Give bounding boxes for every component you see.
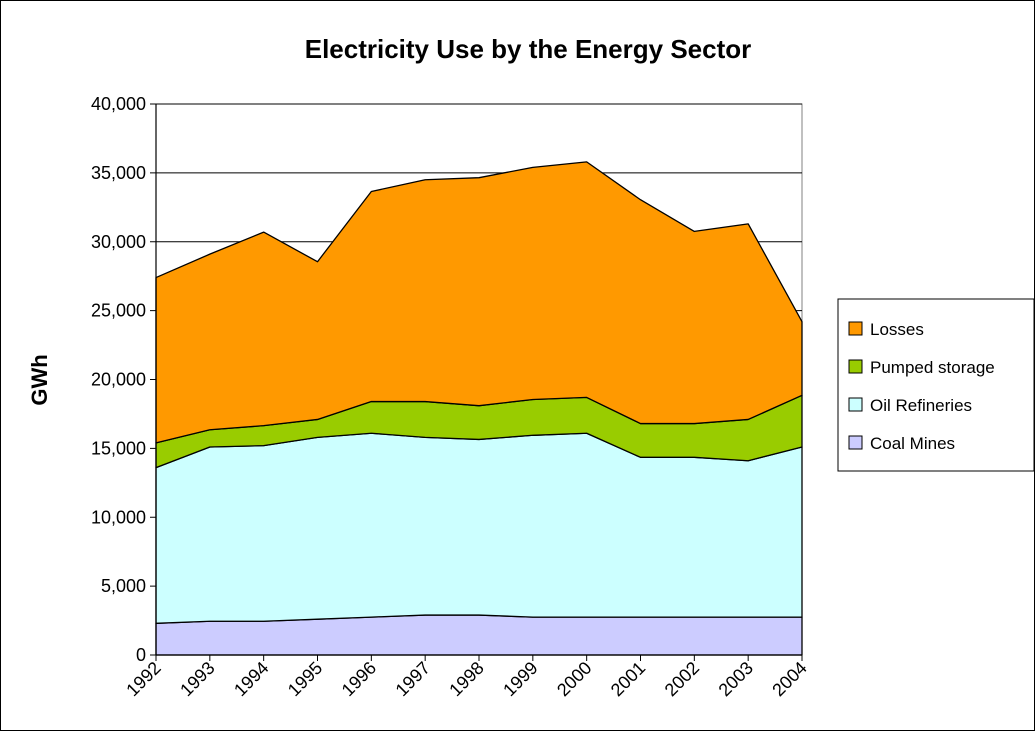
- y-axis-label: GWh: [27, 354, 52, 405]
- x-tick-label: 1993: [176, 658, 218, 700]
- y-tick-label: 0: [136, 645, 146, 665]
- x-tick-label: 1992: [122, 658, 164, 700]
- x-tick-label: 1997: [392, 658, 434, 700]
- y-tick-label: 5,000: [101, 576, 146, 596]
- legend-box: [837, 298, 1035, 472]
- x-tick-label: 2000: [553, 658, 595, 700]
- x-tick-label: 1999: [499, 658, 541, 700]
- legend-label: Coal Mines: [870, 434, 955, 453]
- legend-swatch: [848, 397, 863, 412]
- legend-label: Oil Refineries: [870, 396, 972, 415]
- y-tick-label: 20,000: [91, 370, 146, 390]
- legend-swatch: [848, 321, 863, 336]
- legend-swatch: [848, 359, 863, 374]
- y-tick-label: 10,000: [91, 507, 146, 527]
- area-series-losses: [155, 161, 803, 444]
- x-tick-label: 1998: [445, 658, 487, 700]
- y-tick-label: 15,000: [91, 438, 146, 458]
- x-tick-label: 1996: [338, 658, 380, 700]
- legend-swatch: [848, 435, 863, 450]
- chart-title: Electricity Use by the Energy Sector: [305, 34, 752, 64]
- y-tick-label: 25,000: [91, 301, 146, 321]
- legend-label: Losses: [870, 320, 924, 339]
- legend-label: Pumped storage: [870, 358, 995, 377]
- y-tick-label: 40,000: [91, 94, 146, 114]
- x-tick-label: 1995: [284, 658, 326, 700]
- x-tick-label: 1994: [230, 658, 272, 700]
- y-tick-label: 30,000: [91, 232, 146, 252]
- x-tick-label: 2001: [607, 658, 649, 700]
- x-tick-label: 2002: [661, 658, 703, 700]
- y-tick-label: 35,000: [91, 163, 146, 183]
- x-tick-label: 2003: [715, 658, 757, 700]
- x-tick-label: 2004: [768, 658, 810, 700]
- area-series-oil-refineries: [155, 432, 803, 624]
